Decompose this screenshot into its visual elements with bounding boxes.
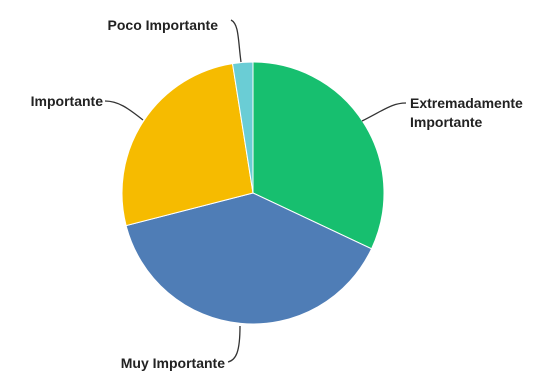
slice-label-line: Importante [31,93,104,109]
pie-slices [121,61,385,325]
pie-slice [121,63,254,227]
leader-line [104,100,144,121]
leader-line [230,19,242,63]
pie-slice [252,61,385,250]
pie-slice [125,192,373,325]
slice-label-line: Extremadamente [410,95,523,111]
pie-slice [231,61,254,194]
leader-line [227,325,241,363]
slice-label-line: Importante [410,114,483,130]
slice-label: Importante [31,93,104,109]
slice-label-line: Poco Importante [108,17,219,33]
slice-label: Extremadamente Importante [410,95,523,130]
leader-line [361,102,407,122]
slice-label: Muy Importante [121,355,225,371]
leader-lines [104,19,407,363]
slice-label: Poco Importante [108,17,219,33]
slice-labels: Extremadamente Importante Muy Importante Im… [31,17,523,371]
slice-label-line: Muy Importante [121,355,225,371]
